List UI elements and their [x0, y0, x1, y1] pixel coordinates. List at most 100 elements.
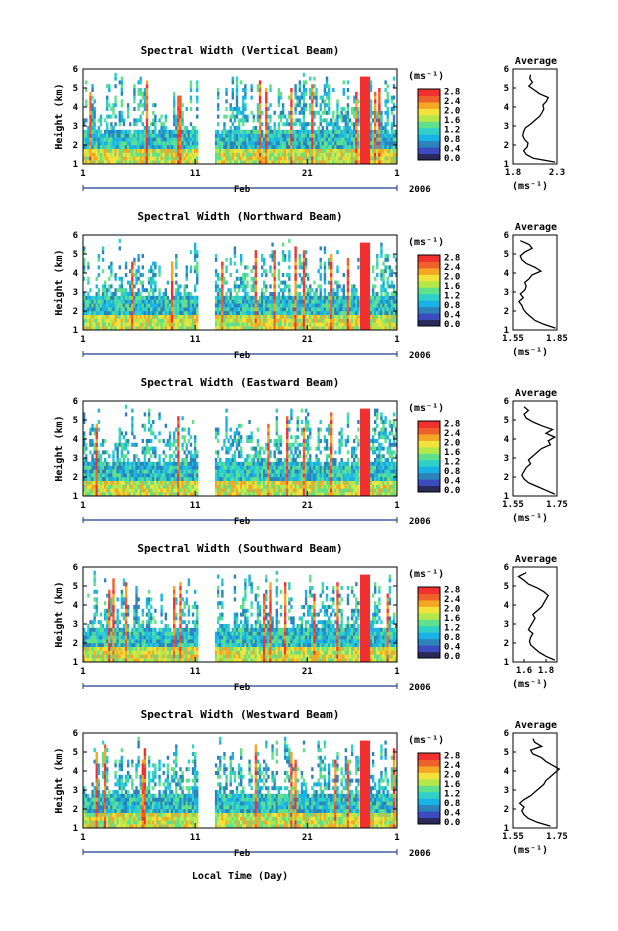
heatmap-cell: [275, 416, 278, 421]
heatmap-cell: [133, 299, 136, 304]
heatmap-cell: [225, 318, 228, 323]
heatmap-cell: [221, 469, 224, 474]
heatmap-cell: [189, 480, 193, 485]
heatmap-cell: [179, 318, 182, 323]
heatmap-cell: [323, 311, 327, 315]
heatmap-cell: [225, 257, 228, 262]
heatmap-cell: [304, 91, 308, 96]
heatmap-cell: [141, 284, 144, 289]
heatmap-cell: [129, 299, 132, 304]
heatmap-cell: [99, 311, 103, 315]
profile-line: [518, 240, 556, 329]
heatmap-cell: [304, 318, 308, 323]
heatmap-cell: [189, 99, 193, 104]
heatmap-cell: [135, 303, 138, 308]
heatmap-cell: [193, 250, 197, 255]
heatmap-cell: [271, 465, 274, 470]
heatmap-cell: [177, 416, 180, 421]
heatmap-cell: [233, 318, 237, 323]
heatmap-cell: [233, 492, 237, 497]
heatmap-cell: [133, 292, 136, 296]
heatmap-cell: [133, 91, 136, 96]
heatmap-cell: [240, 137, 243, 142]
heatmap-cell: [152, 477, 155, 481]
heatmap-cell: [311, 103, 314, 108]
heatmap-cell: [145, 160, 149, 165]
heatmap-cell: [325, 91, 329, 96]
heatmap-cell: [170, 288, 174, 293]
heatmap-cell: [281, 160, 285, 165]
heatmap-cell: [122, 469, 126, 474]
heatmap-cell: [135, 480, 138, 485]
heatmap-cell: [183, 458, 186, 462]
heatmap-cell: [242, 99, 245, 104]
heatmap-cell: [193, 148, 197, 153]
heatmap-cell: [225, 137, 228, 142]
heatmap-cell: [227, 311, 230, 315]
heatmap-cell: [304, 80, 308, 85]
heatmap-cell: [149, 307, 153, 312]
heatmap-cell: [91, 129, 94, 134]
heatmap-cell: [248, 141, 251, 146]
heatmap-cell: [332, 322, 335, 327]
heatmap-cell: [265, 95, 268, 100]
heatmap-cell: [319, 141, 322, 146]
heatmap-cell: [110, 307, 113, 312]
heatmap-cell: [283, 488, 287, 493]
heatmap-cell: [189, 442, 193, 447]
heatmap-cell: [344, 129, 348, 134]
heatmap-cell: [141, 439, 144, 443]
heatmap-cell: [114, 461, 117, 466]
heatmap-cell: [323, 246, 327, 251]
heatmap-cell: [267, 156, 270, 161]
heatmap-cell: [376, 322, 379, 327]
heatmap-cell: [384, 99, 387, 104]
heatmap-cell: [223, 465, 226, 470]
heatmap-cell: [248, 439, 251, 443]
heatmap-cell: [275, 427, 278, 432]
heatmap-cell: [244, 152, 247, 157]
heatmap-cell: [313, 307, 316, 312]
heatmap-cell: [229, 435, 232, 440]
heatmap-cell: [139, 465, 142, 470]
heatmap-cell: [137, 299, 140, 304]
heatmap-cell: [83, 416, 86, 421]
heatmap-cell: [250, 156, 253, 161]
heatmap-cell: [327, 91, 331, 96]
heatmap-cell: [137, 129, 140, 134]
heatmap-cell: [294, 118, 297, 123]
heatmap-cell: [263, 473, 266, 478]
heatmap-cell: [283, 314, 287, 319]
heatmap-cell: [277, 129, 281, 134]
heatmap-cell: [269, 129, 272, 134]
heatmap-cell: [89, 110, 92, 115]
heatmap-cell: [147, 446, 151, 451]
heatmap-cell: [87, 261, 90, 266]
heatmap-cell: [173, 295, 176, 300]
heatmap-cell: [99, 477, 103, 481]
heatmap-cell: [103, 292, 107, 296]
heatmap-cell: [319, 318, 322, 323]
heatmap-cell: [235, 322, 239, 327]
heatmap-cell: [131, 295, 134, 300]
heatmap-cell: [177, 110, 180, 115]
heatmap-cell: [166, 145, 170, 149]
heatmap-cell: [103, 484, 107, 489]
heatmap-cell: [231, 488, 235, 493]
heatmap-cell: [158, 412, 161, 417]
heatmap-cell: [306, 299, 310, 304]
heatmap-cell: [191, 469, 195, 474]
heatmap-cell: [162, 458, 165, 462]
heatmap-cell: [267, 318, 270, 323]
heatmap-cell: [193, 265, 197, 270]
heatmap-cell: [309, 76, 312, 81]
heatmap-cell: [103, 129, 107, 134]
heatmap-cell: [173, 322, 176, 327]
heatmap-cell: [214, 284, 218, 289]
heatmap-cell: [376, 254, 379, 258]
heatmap-cell: [189, 461, 193, 466]
heatmap-cell: [181, 442, 184, 447]
panel-title: Spectral Width (Northward Beam): [137, 210, 342, 223]
heatmap-cell: [164, 292, 168, 296]
heatmap-cell: [235, 314, 239, 319]
